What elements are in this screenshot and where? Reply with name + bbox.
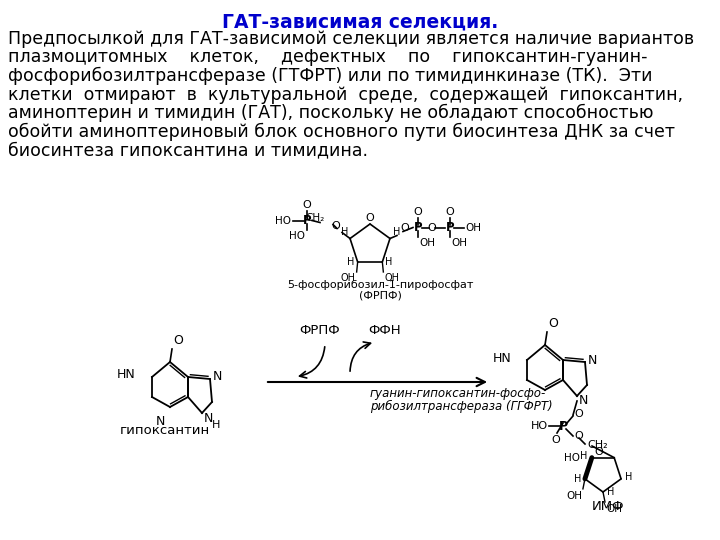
Text: H: H xyxy=(574,474,581,484)
Text: O: O xyxy=(173,334,183,347)
Text: биосинтеза гипоксантина и тимидина.: биосинтеза гипоксантина и тимидина. xyxy=(8,141,368,159)
Text: O: O xyxy=(331,220,340,231)
Text: H: H xyxy=(212,420,220,430)
Text: ФФН: ФФН xyxy=(369,324,401,337)
Text: клетки  отмирают  в  культуральной  среде,  содержащей  гипоксантин,: клетки отмирают в культуральной среде, с… xyxy=(8,85,683,104)
Text: O: O xyxy=(400,222,409,233)
Text: O: O xyxy=(574,431,582,441)
Text: OH: OH xyxy=(451,238,467,247)
Text: OH: OH xyxy=(341,273,356,283)
Text: O: O xyxy=(428,222,436,233)
Text: H: H xyxy=(625,472,632,482)
Text: (ФРПФ): (ФРПФ) xyxy=(359,290,402,300)
Text: O: O xyxy=(366,213,374,223)
Text: Предпосылкой для ГАТ-зависимой селекции является наличие вариантов: Предпосылкой для ГАТ-зависимой селекции … xyxy=(8,30,694,48)
Text: O: O xyxy=(552,435,560,445)
Text: OH: OH xyxy=(384,273,400,283)
Text: O: O xyxy=(548,317,558,330)
Text: HO: HO xyxy=(275,215,291,226)
Text: фосфорибозилтрансферазе (ГТФРТ) или по тимидинкиназе (ТК).  Эти: фосфорибозилтрансферазе (ГТФРТ) или по т… xyxy=(8,67,652,85)
Text: HN: HN xyxy=(117,368,136,381)
Text: OH: OH xyxy=(566,491,582,501)
Text: OH: OH xyxy=(419,238,435,247)
Text: ФРПФ: ФРПФ xyxy=(300,324,341,337)
Text: ГАТ-зависимая селекция.: ГАТ-зависимая селекция. xyxy=(222,12,498,31)
Text: HO: HO xyxy=(531,421,548,431)
Text: аминоптерин и тимидин (ГАТ), поскольку не обладают способностью: аминоптерин и тимидин (ГАТ), поскольку н… xyxy=(8,104,654,122)
Text: HO: HO xyxy=(564,453,580,463)
Text: N: N xyxy=(213,370,222,383)
Text: HO: HO xyxy=(289,231,305,240)
Text: N: N xyxy=(156,415,165,428)
Text: P: P xyxy=(414,221,423,234)
Text: гипоксантин: гипоксантин xyxy=(120,424,210,437)
Text: CH₂: CH₂ xyxy=(587,440,608,450)
Text: P: P xyxy=(559,420,567,433)
Text: O: O xyxy=(302,199,312,210)
Text: гуанин-гипоксантин-фосфо-: гуанин-гипоксантин-фосфо- xyxy=(370,387,546,400)
Text: OH: OH xyxy=(606,504,622,514)
Text: H: H xyxy=(385,257,392,267)
Text: N: N xyxy=(579,395,588,408)
Text: O: O xyxy=(574,409,582,419)
Text: P: P xyxy=(302,214,311,227)
Text: N: N xyxy=(588,354,598,367)
Text: рибозилтрансфераза (ГГФРТ): рибозилтрансфераза (ГГФРТ) xyxy=(370,400,553,413)
Text: HN: HN xyxy=(492,352,511,365)
Text: CH₂: CH₂ xyxy=(306,213,325,222)
Text: N: N xyxy=(204,411,213,424)
Text: OH: OH xyxy=(465,222,481,233)
Text: H: H xyxy=(347,257,355,267)
Text: ИМФ: ИМФ xyxy=(592,500,624,513)
Text: O: O xyxy=(413,206,423,217)
Text: обойти аминоптериновый блок основного пути биосинтеза ДНК за счет: обойти аминоптериновый блок основного пу… xyxy=(8,123,675,141)
Text: P: P xyxy=(446,221,454,234)
Text: H: H xyxy=(341,226,348,237)
Text: плазмоцитомных    клеток,    дефектных    по    гипоксантин-гуанин-: плазмоцитомных клеток, дефектных по гипо… xyxy=(8,49,647,66)
Text: O: O xyxy=(595,447,603,457)
Text: H: H xyxy=(607,487,614,497)
Text: O: O xyxy=(446,206,454,217)
Text: H: H xyxy=(393,226,400,237)
Text: 5-фосфорибозил-1-пирофосфат: 5-фосфорибозил-1-пирофосфат xyxy=(287,280,473,290)
Text: H: H xyxy=(580,450,588,461)
